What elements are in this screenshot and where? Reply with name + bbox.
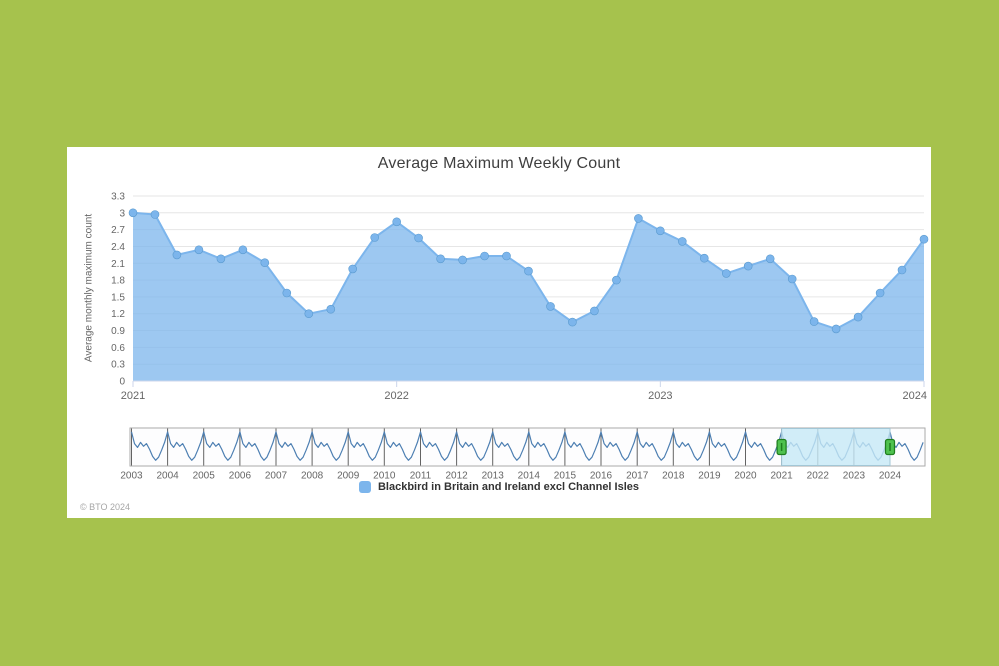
navigator-year-label: 2019 [698,471,721,482]
navigator-year-label: 2023 [843,471,866,482]
data-point-marker[interactable] [414,233,423,243]
data-point-marker[interactable] [502,251,511,261]
chart-card: Average Maximum Weekly Count Average mon… [67,147,931,518]
data-point-marker[interactable] [348,264,358,274]
navigator: 2003 2004 2005 2006 2007 2008 2009 2010 2011 2012… [120,427,926,482]
data-point-marker[interactable] [677,237,687,246]
legend-item[interactable]: Blackbird in Britain and Ireland excl Ch… [67,481,931,493]
y-axis-tick-label: 2.7 [111,225,125,236]
series-area[interactable] [133,212,924,381]
data-point-marker[interactable] [919,234,929,244]
data-point-marker[interactable] [831,324,841,334]
navigator-year-label: 2003 [120,471,143,482]
data-point-marker[interactable] [326,304,336,314]
y-axis-tick-label: 3 [119,208,125,219]
data-point-marker[interactable] [787,274,797,284]
x-axis-year-label: 2021 [121,390,145,402]
data-point-marker[interactable] [128,208,138,218]
y-axis-tick-label: 2.4 [111,242,125,253]
data-point-marker[interactable] [172,250,182,260]
data-point-marker[interactable] [721,269,731,278]
data-point-marker[interactable] [875,288,885,298]
navigator-year-label: 2018 [662,471,685,482]
series-markers [128,208,929,334]
y-axis-tick-label: 3.3 [111,192,125,203]
navigator-year-label: 2014 [518,471,541,482]
y-axis-tick-label: 1.5 [111,292,125,303]
data-point-marker[interactable] [282,288,292,298]
data-point-marker[interactable] [194,245,204,255]
legend-swatch [358,481,371,493]
data-point-marker[interactable] [304,309,314,318]
x-axis-year-label: 2022 [384,390,408,402]
data-point-marker[interactable] [546,302,555,311]
data-point-marker[interactable] [524,266,533,276]
navigator-year-label: 2017 [626,471,649,482]
data-point-marker[interactable] [655,226,665,236]
data-point-marker[interactable] [216,254,226,264]
data-point-marker[interactable] [612,275,621,285]
data-point-marker[interactable] [436,254,445,264]
y-axis-tick-label: 0 [119,377,125,388]
data-point-marker[interactable] [699,253,709,263]
legend-label: Blackbird in Britain and Ireland excl Ch… [377,481,640,493]
x-axis: 2021 2022 2023 2024 [121,380,927,402]
y-axis-tick-label: 1.2 [111,309,125,320]
navigator-year-label: 2020 [734,471,757,482]
copyright: © BTO 2024 [80,502,130,512]
data-point-marker[interactable] [743,261,753,271]
navigator-year-label: 2006 [229,471,252,482]
y-axis-tick-label: 2.1 [111,259,125,270]
y-axis-tick-label: 0.3 [111,360,125,371]
data-point-marker[interactable] [458,255,467,265]
navigator-year-label: 2021 [770,471,793,482]
y-axis-tick-label: 1.8 [111,276,125,287]
x-axis-year-label: 2023 [648,390,672,402]
data-point-marker[interactable] [897,265,907,275]
data-point-marker[interactable] [370,233,380,242]
data-point-marker[interactable] [480,251,489,261]
data-point-marker[interactable] [765,254,775,264]
y-axis-tick-label: 0.6 [111,343,125,354]
navigator-year-label: 2012 [445,471,468,482]
navigator-year-label: 2024 [879,471,902,482]
y-axis-tick-label: 0.9 [111,326,125,337]
chart-title: Average Maximum Weekly Count [377,155,621,172]
chart-canvas: 2021 2022 2023 2024 0 0.3 0.6 0.9 1.2 1.5 1.8 2.1 2.… [111,192,929,482]
data-point-marker[interactable] [634,214,643,223]
navigator-year-label: 2011 [410,471,432,482]
data-point-marker[interactable] [238,245,248,255]
data-point-marker[interactable] [150,210,160,219]
navigator-year-label: 2007 [265,471,288,482]
x-axis-year-label: 2024 [903,390,927,402]
navigator-year-label: 2008 [301,471,324,482]
data-point-marker[interactable] [568,317,577,327]
navigator-year-labels: 2003 2004 2005 2006 2007 2008 2009 2010 2011 2012… [120,471,901,482]
navigator-selected-range[interactable] [781,428,891,466]
navigator-year-label: 2016 [590,471,613,482]
data-point-marker[interactable] [809,317,819,326]
navigator-handle-right[interactable] [884,438,896,456]
data-point-marker[interactable] [260,258,270,267]
navigator-year-label: 2010 [373,471,396,482]
data-point-marker[interactable] [590,306,599,316]
navigator-year-label: 2004 [156,471,179,482]
navigator-year-label: 2005 [193,471,216,482]
navigator-handle-left[interactable] [776,438,787,456]
y-axis-labels: 0 0.3 0.6 0.9 1.2 1.5 1.8 2.1 2.4 2.7 3 3.3 [111,192,125,388]
data-point-marker[interactable] [853,312,863,322]
navigator-year-label: 2015 [554,471,577,482]
data-point-marker[interactable] [392,217,402,227]
navigator-year-label: 2013 [482,471,505,482]
navigator-year-gridlines [131,428,891,466]
navigator-year-label: 2009 [337,471,360,482]
navigator-year-label: 2022 [807,471,830,482]
